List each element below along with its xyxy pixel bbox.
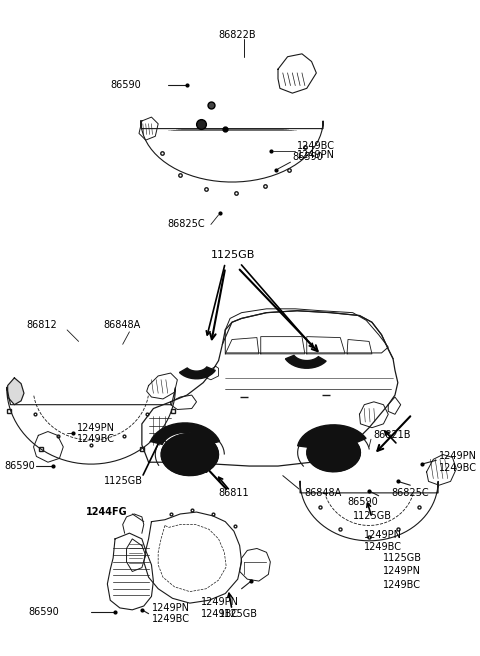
Text: 1249PN: 1249PN [384, 567, 421, 577]
Text: 86590: 86590 [347, 497, 378, 508]
Text: 1125GB: 1125GB [353, 511, 392, 521]
Text: 1249BC: 1249BC [384, 580, 421, 590]
Polygon shape [8, 378, 24, 405]
Text: 1125GB: 1125GB [104, 476, 143, 486]
Text: 1249BC: 1249BC [297, 141, 335, 151]
Polygon shape [307, 434, 360, 472]
Text: 1249BC: 1249BC [364, 542, 402, 552]
Text: 1249PN: 1249PN [439, 451, 477, 461]
Polygon shape [150, 423, 220, 444]
Text: 1125GB: 1125GB [218, 609, 258, 619]
Text: 1249PN: 1249PN [364, 530, 402, 540]
Text: 86848A: 86848A [305, 488, 342, 498]
Text: 86590: 86590 [292, 152, 323, 163]
Text: 86811: 86811 [218, 488, 249, 498]
Polygon shape [298, 425, 366, 447]
Text: 86590: 86590 [5, 461, 36, 471]
Text: 1249BC: 1249BC [77, 434, 115, 444]
Text: 86825C: 86825C [391, 488, 429, 498]
Text: 1125GB: 1125GB [211, 250, 255, 260]
Text: 1249PN: 1249PN [201, 597, 240, 607]
Text: 1125GB: 1125GB [384, 553, 422, 563]
Text: 1249BC: 1249BC [201, 609, 240, 619]
Text: 86812: 86812 [27, 320, 58, 330]
Text: 86848A: 86848A [104, 320, 141, 330]
Text: 1249BC: 1249BC [152, 615, 190, 625]
Text: 1249BC: 1249BC [439, 463, 477, 473]
Text: 86590: 86590 [29, 607, 60, 617]
Text: 1249PN: 1249PN [297, 150, 335, 161]
Text: 86825C: 86825C [168, 220, 205, 230]
Text: 1244FG: 1244FG [86, 507, 128, 517]
Text: 1249PN: 1249PN [77, 422, 115, 433]
Polygon shape [180, 367, 216, 379]
Text: 86590: 86590 [110, 81, 141, 91]
Polygon shape [286, 356, 326, 368]
Text: 1249PN: 1249PN [152, 603, 190, 613]
Text: 86822B: 86822B [218, 30, 256, 39]
Text: 86821B: 86821B [374, 430, 411, 440]
Polygon shape [161, 434, 218, 476]
